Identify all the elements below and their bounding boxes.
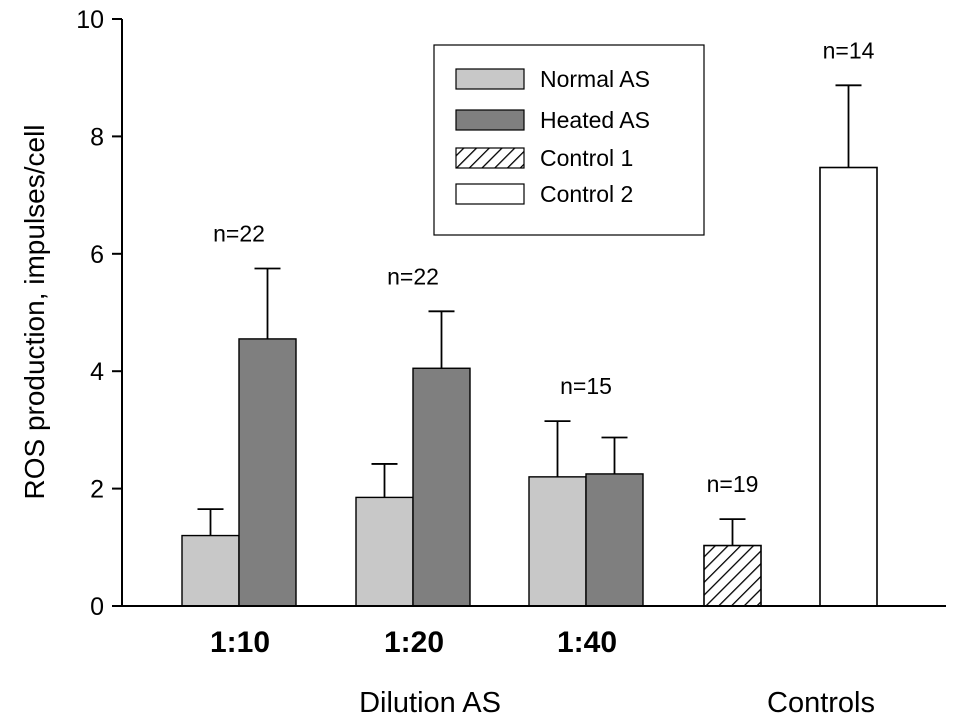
category-label-1-10: 1:10 [210,626,270,659]
category-label-1-40: 1:40 [557,626,617,659]
y-tick-label-10: 10 [76,6,104,34]
legend: Normal AS Heated AS Control 1 Control 2 [433,44,705,236]
bar-normal-as-1-10 [181,534,240,607]
bar-heated-as-1-40 [585,473,644,607]
n-label-control-2: n=14 [823,37,875,63]
legend-label-normal: Normal AS [540,66,650,92]
legend-swatch-heated [455,109,525,131]
legend-label-control1: Control 1 [540,145,633,171]
bar-control-1 [703,544,762,607]
n-label-1-40: n=15 [560,373,612,399]
legend-swatch-control2 [455,183,525,205]
legend-swatch-control1 [455,147,525,169]
bar-heated-as-1-10 [238,338,297,607]
y-tick-label-4: 4 [90,358,104,386]
legend-swatch-normal [455,68,525,90]
y-tick-label-2: 2 [90,476,104,504]
legend-label-control2: Control 2 [540,181,633,207]
group-label-dilution: Dilution AS [359,687,501,719]
bar-normal-as-1-20 [355,496,414,607]
y-tick-label-8: 8 [90,123,104,151]
bar-control-2 [819,166,878,607]
bars-layer [181,166,878,607]
sample-size-labels: n=22 n=22 n=15 n=19 n=14 [213,37,875,497]
group-label-controls: Controls [767,687,875,719]
legend-label-heated: Heated AS [540,107,650,133]
bar-normal-as-1-40 [528,476,587,607]
n-label-1-20: n=22 [387,263,439,289]
n-label-control-1: n=19 [707,471,759,497]
y-tick-label-0: 0 [90,593,104,621]
category-label-1-20: 1:20 [384,626,444,659]
y-axis-label: ROS production, impulses/cell [19,124,50,499]
error-bars-layer [197,84,862,546]
y-tick-label-6: 6 [90,241,104,269]
n-label-1-10: n=22 [213,220,265,246]
y-axis-ticks: 0 2 4 6 8 10 [76,6,122,621]
bar-heated-as-1-20 [412,367,471,607]
